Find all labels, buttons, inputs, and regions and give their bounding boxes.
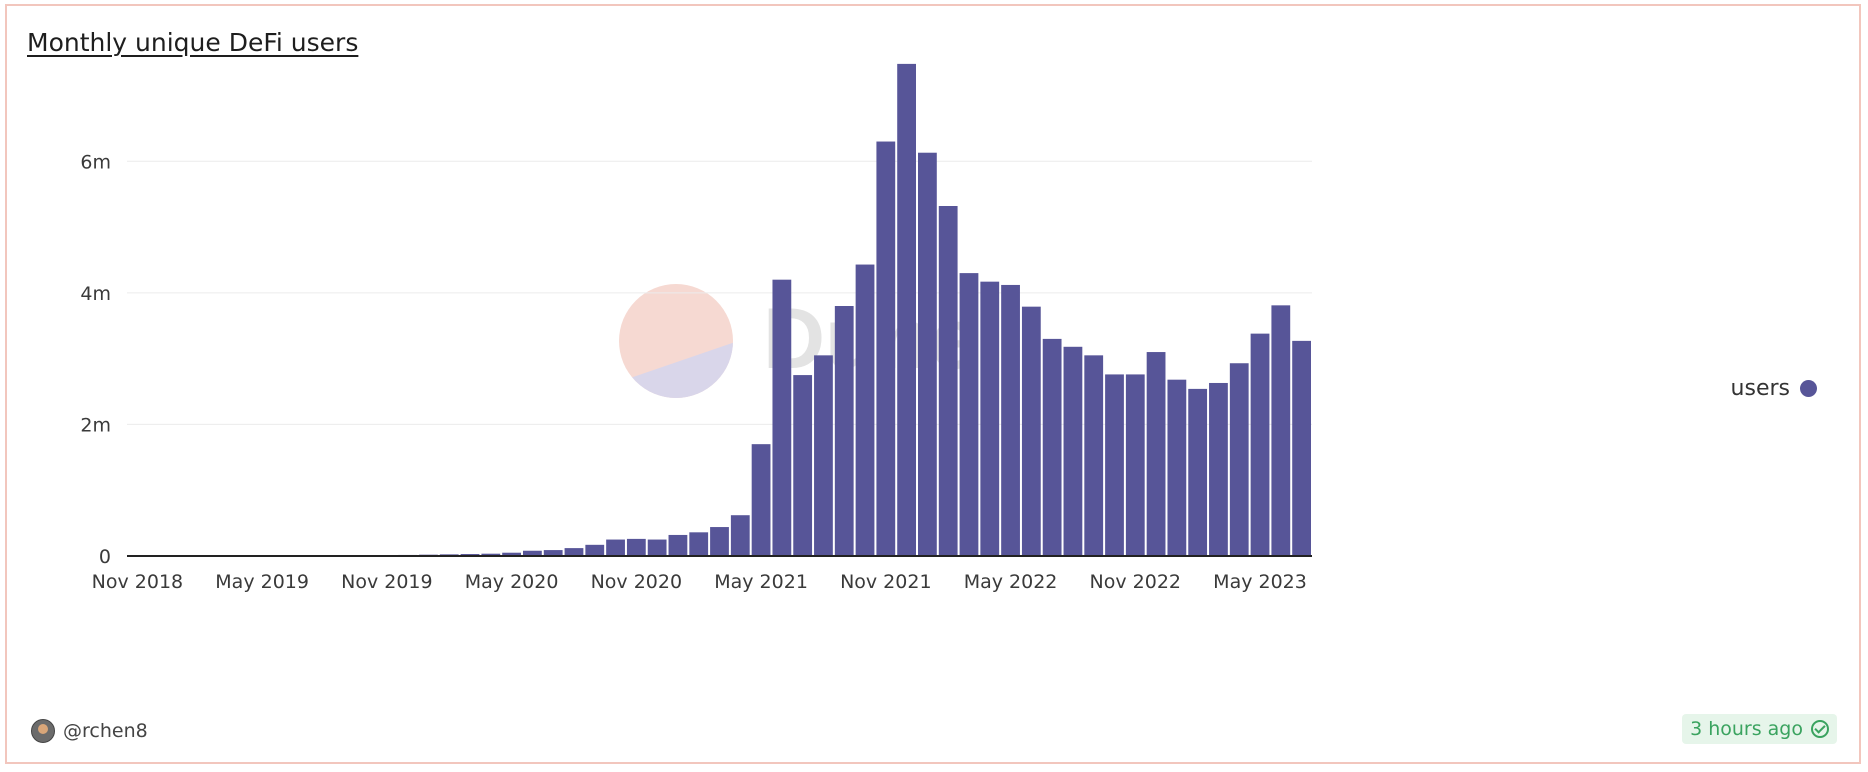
bar[interactable] [1146, 352, 1166, 556]
bar[interactable] [689, 532, 709, 556]
bar[interactable] [647, 539, 667, 556]
bar[interactable] [1229, 363, 1249, 556]
x-axis-ticks: Nov 2018 May 2019 Nov 2019 May 2020 Nov 2020… [92, 571, 1307, 593]
bar[interactable] [876, 141, 896, 556]
x-tick-label: Nov 2022 [1090, 571, 1181, 593]
legend-label: users [1730, 376, 1790, 401]
avatar [31, 719, 55, 743]
x-tick-label: May 2020 [465, 571, 559, 593]
author-name: @rchen8 [63, 720, 148, 742]
bar[interactable] [1250, 333, 1270, 556]
bar[interactable] [918, 152, 937, 556]
y-axis-ticks: 0 2m 4m 6m [80, 151, 111, 568]
legend[interactable]: users [1731, 376, 1817, 401]
bar[interactable] [1063, 346, 1083, 556]
bar[interactable] [772, 279, 792, 556]
legend-dot-icon [1800, 380, 1817, 397]
author-link[interactable]: @rchen8 [31, 719, 148, 743]
bar[interactable] [523, 550, 542, 556]
bar[interactable] [1209, 382, 1228, 556]
bar[interactable] [1167, 379, 1187, 556]
bar[interactable] [938, 206, 958, 556]
updated-badge: 3 hours ago [1682, 714, 1837, 744]
bar[interactable] [897, 63, 916, 556]
bars [128, 63, 1311, 556]
x-tick-label: May 2019 [215, 571, 309, 593]
bar[interactable] [606, 539, 625, 556]
bar[interactable] [1105, 374, 1124, 556]
bar[interactable] [793, 375, 813, 556]
bar[interactable] [980, 281, 1000, 556]
bar[interactable] [585, 544, 605, 556]
bar[interactable] [710, 527, 729, 556]
bar[interactable] [1084, 355, 1104, 556]
bar[interactable] [1021, 306, 1041, 556]
y-tick-label: 4m [80, 283, 111, 305]
x-tick-label: Nov 2021 [840, 571, 931, 593]
bar[interactable] [1042, 338, 1062, 556]
bar[interactable] [564, 548, 584, 556]
bar[interactable] [626, 538, 646, 556]
bar[interactable] [1271, 305, 1291, 556]
bar[interactable] [1292, 340, 1311, 556]
bar[interactable] [751, 444, 771, 556]
bar[interactable] [959, 273, 979, 556]
chart-title[interactable]: Monthly unique DeFi users [27, 28, 359, 57]
x-tick-label: Nov 2020 [591, 571, 682, 593]
bar[interactable] [814, 355, 833, 556]
bar[interactable] [855, 264, 875, 556]
bar[interactable] [481, 553, 501, 556]
x-tick-label: Nov 2019 [341, 571, 432, 593]
bar[interactable] [668, 534, 688, 556]
bar[interactable] [1188, 388, 1208, 556]
updated-text: 3 hours ago [1690, 718, 1803, 740]
bar[interactable] [543, 550, 563, 556]
y-tick-label: 0 [99, 546, 111, 568]
bar[interactable] [1125, 374, 1145, 556]
y-tick-label: 6m [80, 151, 111, 173]
y-tick-label: 2m [80, 414, 111, 436]
bar[interactable] [834, 306, 854, 556]
bar[interactable] [502, 552, 521, 556]
x-tick-label: May 2021 [714, 571, 808, 593]
x-tick-label: May 2022 [964, 571, 1058, 593]
x-tick-label: Nov 2018 [92, 571, 183, 593]
bar[interactable] [1001, 284, 1020, 556]
check-circle-icon [1811, 720, 1829, 738]
x-tick-label: May 2023 [1213, 571, 1307, 593]
bar[interactable] [730, 515, 750, 556]
